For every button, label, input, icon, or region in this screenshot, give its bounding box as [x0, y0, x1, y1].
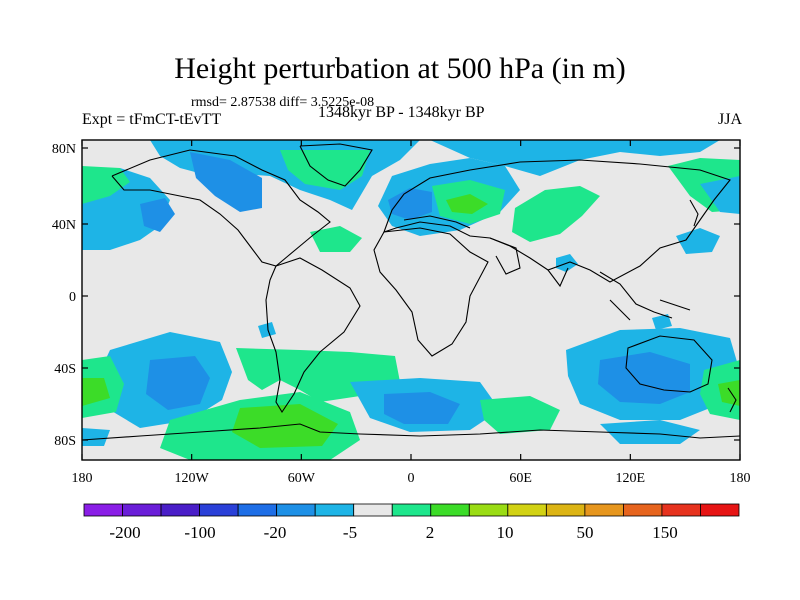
lat-tick-label: 0	[69, 290, 76, 305]
lon-tick-label: 180	[730, 471, 751, 486]
period-label: 1348kyr BP - 1348kyr BP	[318, 104, 485, 121]
colorbar-swatch	[237, 503, 278, 517]
season-label: JJA	[717, 111, 742, 128]
colorbar-swatch	[623, 503, 663, 517]
colorbar-swatch	[314, 503, 355, 517]
colorbar-swatch	[661, 503, 701, 517]
lon-tick-label: 0	[408, 471, 415, 486]
colorbar-swatch	[545, 503, 586, 517]
coast-eurasia	[383, 159, 731, 283]
colorbar-label: -100	[184, 523, 215, 542]
coast-south-america	[265, 257, 361, 414]
coast-north-america	[111, 149, 331, 267]
lon-tick-label: 120W	[175, 471, 210, 486]
lon-tick-label: 60E	[509, 471, 532, 486]
contour-cyan-npac-east	[676, 228, 720, 254]
coast-arabia-india	[489, 237, 569, 288]
coast-australia	[625, 335, 713, 393]
colorbar-swatch	[83, 503, 123, 517]
lat-tick-label: 80S	[54, 434, 76, 449]
colorbar-label: 10	[497, 523, 514, 542]
lat-tick-label: 40N	[52, 218, 76, 233]
contour-green-asia	[512, 186, 600, 242]
contour-green-na-east	[310, 226, 362, 252]
colorbar-swatch	[122, 503, 162, 517]
latitude-axis: 80N 40N 0 40S 80S	[52, 142, 740, 449]
lat-tick-label: 40S	[54, 362, 76, 377]
colorbar-swatch	[584, 503, 624, 517]
lon-tick-label: 120E	[616, 471, 646, 486]
colorbar-label: -200	[109, 523, 140, 542]
contour-blue-europe	[388, 188, 432, 220]
contour-green-s-indian	[480, 396, 560, 434]
lon-tick-label: 60W	[288, 471, 316, 486]
colorbar-label: 150	[652, 523, 678, 542]
colorbar-swatch	[353, 503, 393, 517]
coast-antarctica	[82, 423, 740, 441]
colorbar-label: 50	[577, 523, 594, 542]
colorbar-swatch	[199, 503, 239, 517]
colorbar-label: -5	[343, 523, 357, 542]
stats-label: rmsd= 2.87538 diff= 3.5225e-08	[191, 95, 375, 110]
colorbar-swatch	[276, 503, 316, 517]
contour-fill-layer	[82, 140, 740, 460]
colorbar-label: -20	[264, 523, 287, 542]
contour-green-lime-eurasia	[446, 194, 488, 214]
colorbar-swatch	[507, 503, 547, 517]
contour-green-pacific-ne	[82, 166, 130, 204]
colorbar-swatch	[430, 503, 470, 517]
coast-southeast-asia	[599, 271, 691, 321]
colorbar-swatch	[468, 503, 509, 517]
colorbar-swatch	[700, 503, 740, 517]
colorbar-label: 2	[426, 523, 435, 542]
contour-cyan-indonesia	[652, 314, 672, 330]
coast-greenland	[299, 143, 373, 187]
contour-blue-australia	[598, 352, 690, 404]
colorbar: -200 -100 -20 -5 2 10 50 150	[83, 503, 740, 542]
colorbar-swatch	[391, 503, 432, 517]
contour-cyan-antarctic-east	[600, 420, 700, 444]
contour-blue-canada	[190, 152, 262, 212]
contour-cyan-sam-west	[258, 322, 276, 338]
plot-title: Height perturbation at 500 hPa (in m)	[174, 52, 626, 85]
contour-cyan-n-atlantic	[700, 176, 740, 214]
coast-new-zealand	[727, 387, 737, 413]
contour-blue-s-atlantic	[384, 392, 460, 424]
colorbar-swatch	[160, 503, 200, 517]
coast-mediterranean	[403, 215, 471, 229]
contour-cyan-arctic-east	[430, 140, 720, 176]
lon-tick-label: 180	[72, 471, 93, 486]
contour-blue-sh-pacific	[146, 356, 210, 410]
coast-africa	[373, 227, 489, 357]
experiment-label: Expt = tFmCT-tEvTT	[82, 111, 222, 128]
lat-tick-label: 80N	[52, 142, 76, 157]
contour-lime-sh-east	[718, 380, 740, 406]
contour-green-lime-pacific-w	[82, 378, 110, 406]
contour-cyan-antarctic	[82, 428, 110, 446]
coastlines	[82, 143, 740, 441]
contour-blue-pacific-nw	[140, 198, 175, 232]
coast-japan	[689, 199, 699, 227]
longitude-axis: 180 120W 60W 0 60E 120E 180	[72, 140, 751, 486]
contour-green-greenland	[280, 150, 370, 190]
